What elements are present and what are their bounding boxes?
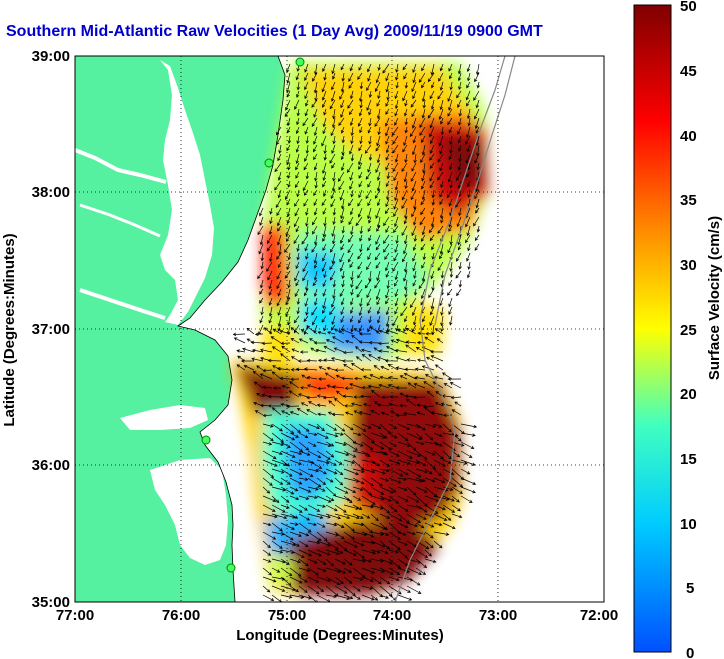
y-tick-labels: 39:00 38:00 37:00 36:00 35:00: [32, 48, 70, 611]
radar-station[interactable]: [295, 57, 305, 67]
map-title: Southern Mid-Atlantic Raw Velocities (1 …: [6, 23, 543, 40]
albemarle-sound: [120, 405, 208, 430]
colorbar-tick: 45: [680, 63, 697, 80]
x-tick-labels: 77:00 76:00 75:00 74:00 73:00 72:00: [56, 607, 618, 624]
velocity-arrows: [232, 63, 481, 602]
coastline: [177, 56, 286, 602]
colorbar-tick: 0: [686, 645, 694, 659]
radar-station[interactable]: [226, 563, 236, 573]
x-tick: 76:00: [162, 607, 200, 624]
radar-station[interactable]: [264, 158, 274, 168]
colorbar-tick: 35: [680, 192, 697, 209]
bathymetry-contour-2: [434, 56, 516, 326]
velocity-arrow-set: [232, 63, 481, 602]
bathymetry-contour: [394, 56, 506, 602]
plot-frame: [74, 55, 605, 603]
rappahannock-river: [79, 203, 161, 238]
grid-lines: [75, 56, 604, 602]
colorbar-tick: 30: [680, 257, 697, 274]
colorbar: [633, 4, 672, 653]
colorbar-ticks: 50 45 40 35 30 25 20 15 10 5 0: [680, 0, 697, 659]
colorbar-label: Surface Velocity (cm/s): [706, 216, 723, 380]
potomac-river: [75, 148, 167, 184]
colorbar-tick: 40: [680, 128, 697, 145]
y-tick: 39:00: [32, 48, 70, 65]
x-axis-label: Longitude (Degrees:Minutes): [236, 627, 444, 644]
y-tick: 38:00: [32, 184, 70, 201]
james-river: [79, 288, 166, 320]
colorbar-tick: 15: [680, 451, 697, 468]
y-tick: 35:00: [32, 594, 70, 611]
x-tick: 73:00: [479, 607, 517, 624]
y-tick: 37:00: [32, 321, 70, 338]
x-tick: 72:00: [580, 607, 618, 624]
y-axis-label: Latitude (Degrees:Minutes): [1, 233, 18, 426]
colorbar-tick: 50: [680, 0, 697, 15]
x-tick: 77:00: [56, 607, 94, 624]
x-tick: 75:00: [268, 607, 306, 624]
colorbar-tick: 20: [680, 386, 697, 403]
colorbar-tick: 25: [680, 322, 697, 339]
colorbar-tick: 5: [686, 580, 694, 597]
pamlico-sound: [150, 458, 228, 565]
y-tick: 36:00: [32, 457, 70, 474]
radar-station[interactable]: [201, 435, 211, 445]
chesapeake-bay: [160, 60, 214, 325]
x-tick: 74:00: [373, 607, 411, 624]
colorbar-tick: 10: [680, 516, 697, 533]
